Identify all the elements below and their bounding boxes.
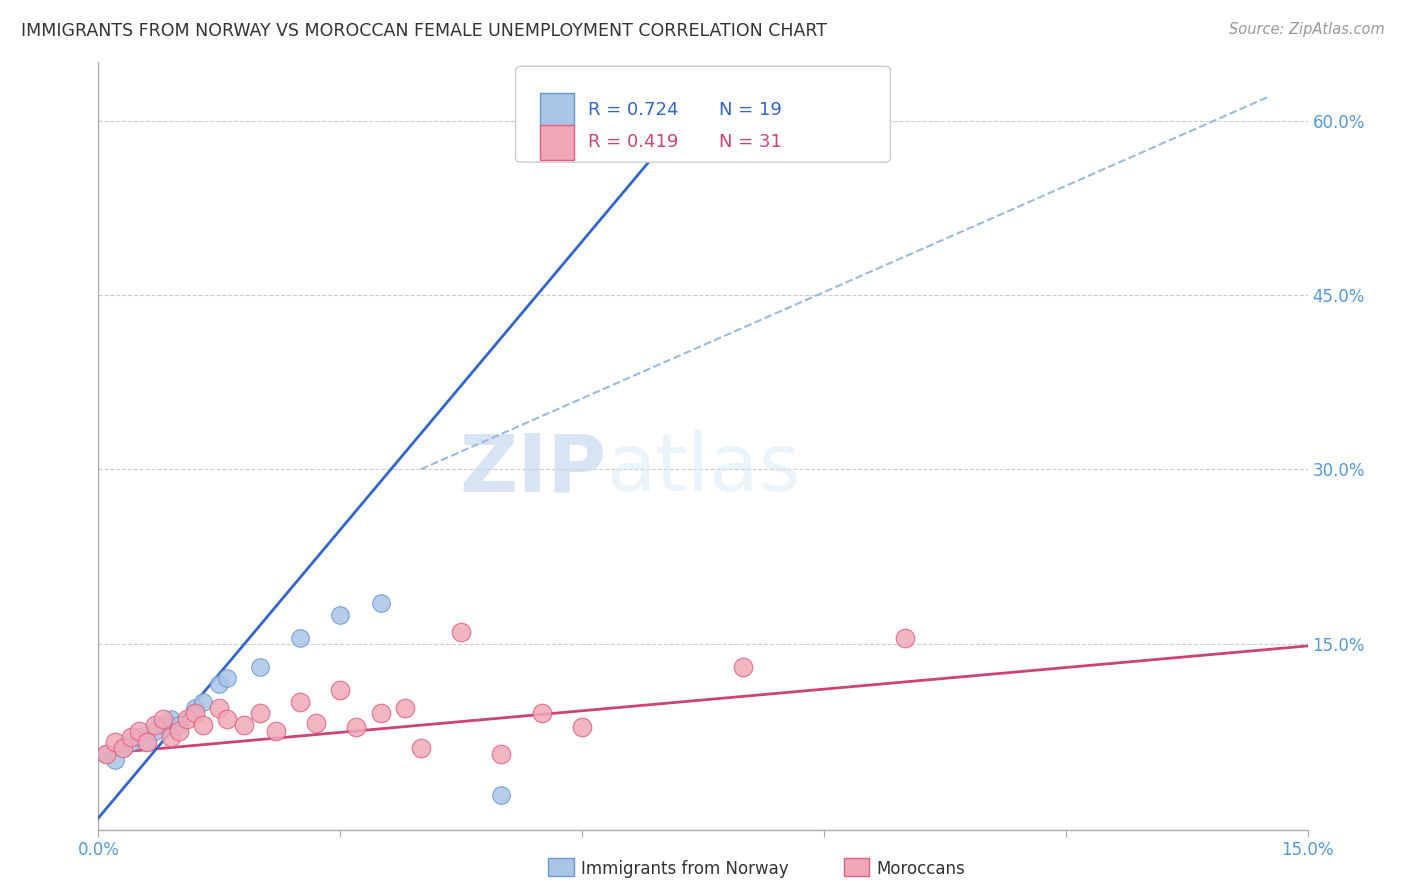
Point xyxy=(160,730,183,744)
Point xyxy=(329,683,352,698)
Point xyxy=(167,718,190,732)
Point xyxy=(288,631,311,645)
Point xyxy=(193,718,215,732)
FancyBboxPatch shape xyxy=(516,66,890,162)
Point xyxy=(160,712,183,726)
Point xyxy=(288,695,311,709)
Point xyxy=(733,660,755,674)
Text: N = 31: N = 31 xyxy=(718,134,782,152)
Point xyxy=(893,631,915,645)
Text: N = 19: N = 19 xyxy=(718,101,782,119)
Point xyxy=(208,700,231,714)
Point xyxy=(329,607,352,622)
Point xyxy=(184,706,207,721)
Point xyxy=(491,747,513,761)
Text: ZIP: ZIP xyxy=(458,430,606,508)
Point xyxy=(249,706,271,721)
Point xyxy=(167,723,190,738)
Point xyxy=(491,788,513,802)
Point xyxy=(249,660,271,674)
Text: atlas: atlas xyxy=(606,430,800,508)
Point xyxy=(232,718,254,732)
Point xyxy=(120,735,142,749)
Point xyxy=(370,706,392,721)
Point xyxy=(111,741,134,756)
FancyBboxPatch shape xyxy=(540,93,574,127)
Point xyxy=(128,723,150,738)
Point xyxy=(135,735,157,749)
Point xyxy=(394,700,416,714)
Point xyxy=(152,712,174,726)
Point xyxy=(264,723,287,738)
Text: R = 0.724: R = 0.724 xyxy=(588,101,679,119)
Point xyxy=(96,747,118,761)
FancyBboxPatch shape xyxy=(540,125,574,160)
Point xyxy=(193,695,215,709)
Point xyxy=(120,730,142,744)
Text: Source: ZipAtlas.com: Source: ZipAtlas.com xyxy=(1229,22,1385,37)
Point xyxy=(184,700,207,714)
Point xyxy=(217,712,239,726)
Point xyxy=(135,735,157,749)
Point xyxy=(217,672,239,686)
Point xyxy=(111,741,134,756)
Point xyxy=(208,677,231,691)
Point xyxy=(128,730,150,744)
Point xyxy=(409,741,432,756)
Point xyxy=(103,753,125,767)
Point xyxy=(305,715,328,730)
Point xyxy=(143,723,166,738)
Text: Moroccans: Moroccans xyxy=(876,860,965,878)
Point xyxy=(370,596,392,610)
Point xyxy=(96,747,118,761)
Point xyxy=(103,735,125,749)
Point xyxy=(571,720,593,734)
Point xyxy=(176,712,198,726)
Text: Immigrants from Norway: Immigrants from Norway xyxy=(581,860,789,878)
Point xyxy=(143,718,166,732)
Text: IMMIGRANTS FROM NORWAY VS MOROCCAN FEMALE UNEMPLOYMENT CORRELATION CHART: IMMIGRANTS FROM NORWAY VS MOROCCAN FEMAL… xyxy=(21,22,827,40)
Point xyxy=(450,624,472,639)
Point xyxy=(530,706,553,721)
Point xyxy=(152,718,174,732)
Text: R = 0.419: R = 0.419 xyxy=(588,134,679,152)
Point xyxy=(344,720,367,734)
